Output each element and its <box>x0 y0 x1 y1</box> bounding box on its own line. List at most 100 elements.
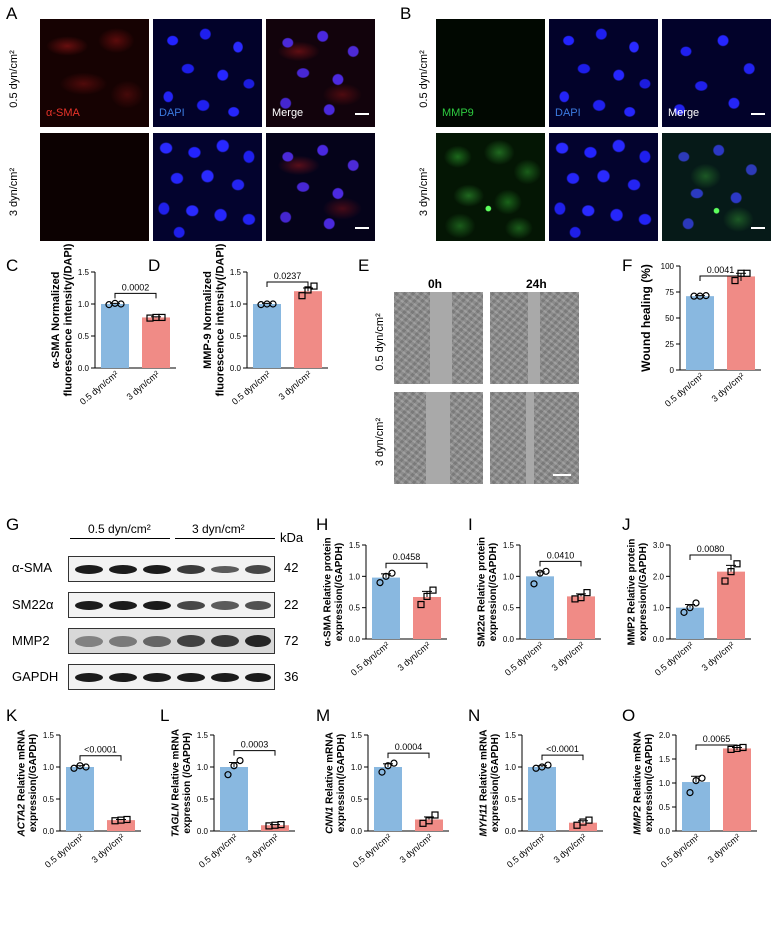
chart-k-data-point <box>70 764 78 772</box>
chart-f-data-point <box>743 269 751 277</box>
chart-j-data-point <box>692 599 700 607</box>
chart-l-data-point <box>230 762 238 770</box>
blot-band <box>143 601 171 610</box>
panel-letter-e: E <box>358 256 370 275</box>
chart-i-y-tick-label: 1.5 <box>503 541 515 550</box>
chart-k-y-label: ACTA2 Relative mRNAexpression(/GAPDH) <box>17 729 40 837</box>
chart-n-p-value: <0.0001 <box>546 744 579 754</box>
chart-i-data-point <box>577 594 585 602</box>
blot-band <box>245 565 271 574</box>
micrograph-a-merge-low: Merge <box>266 19 375 127</box>
kda-value-sm22: 22 <box>284 597 299 612</box>
panel-letter-m: M <box>316 706 331 725</box>
chart-d-x-label: 3 dyn/cm² <box>277 369 314 402</box>
chart-f-data-point <box>731 276 739 285</box>
chart-c-significance-bracket <box>114 292 157 299</box>
chart-h-y-tick-label: 1.0 <box>349 572 361 581</box>
chart-m-data-point <box>431 811 439 819</box>
chart-d-data-point <box>298 292 306 300</box>
chart-h-y-tick-label: 0.0 <box>349 635 361 644</box>
chart-d-p-value: 0.0237 <box>274 271 302 281</box>
chart-d-y-label: MMP-9 Normalizedfluorescence intensity(/… <box>202 243 227 396</box>
chart-d-significance-bracket <box>266 281 309 287</box>
chart-c-y-tick-label: 1.5 <box>78 268 90 277</box>
protein-label-mmp2: MMP2 <box>12 633 50 648</box>
blot-band <box>75 601 103 610</box>
chart-n-y-label: MYH11 Relative mRNAexpression(/GAPDH) <box>479 729 502 836</box>
chart-f-bar <box>727 276 755 370</box>
blot-band <box>143 673 171 682</box>
protein-label-gapdh: GAPDH <box>12 669 59 684</box>
chart-j-data-point <box>727 568 735 576</box>
chart-j-y-tick-label: 3.0 <box>653 541 665 550</box>
chart-h-p-value: 0.0458 <box>393 552 421 562</box>
chart-n-bar <box>528 767 556 831</box>
blot-group-line-high <box>175 538 275 539</box>
blot-band <box>211 566 239 573</box>
chart-i-significance-bracket <box>539 560 582 567</box>
chart-m-y-tick-label: 1.0 <box>351 763 363 772</box>
chart-m-data-point <box>425 817 433 825</box>
chart-k-x-label: 3 dyn/cm² <box>90 832 127 865</box>
chart-m-bar <box>415 819 443 831</box>
blot-band <box>109 673 137 682</box>
chart-k-bar <box>107 820 135 831</box>
blot-band <box>75 565 103 574</box>
chart-i-data-point <box>583 589 591 597</box>
chart-h-y-label: α-SMA Relative proteinexpression(/GAPDH) <box>323 537 346 646</box>
chart-j-data-point <box>721 577 729 585</box>
scale-bar <box>355 227 369 229</box>
panel-letter-b: B <box>400 4 412 23</box>
chart-j-data-point <box>680 608 688 616</box>
wound-image-low-24h <box>490 292 579 384</box>
chart-o-data-point <box>739 743 747 752</box>
chart-o-y-tick-label: 0.5 <box>659 803 671 812</box>
time-label-0h: 0h <box>428 277 443 291</box>
blot-group-label-low: 0.5 dyn/cm² <box>88 522 151 536</box>
chart-m-significance-bracket <box>387 752 430 759</box>
chart-o-bar <box>682 782 710 831</box>
chart-h-x-label: 3 dyn/cm² <box>396 640 433 673</box>
chart-f-y-tick-label: 100 <box>661 262 675 271</box>
blot-band <box>143 565 171 574</box>
chart-l-p-value: 0.0003 <box>241 740 269 750</box>
chart-c-data-point <box>158 313 166 322</box>
chart-k-significance-bracket <box>79 755 122 761</box>
scale-bar <box>751 227 765 229</box>
blot-band <box>245 673 271 682</box>
kda-value-sma: 42 <box>284 560 299 575</box>
scale-bar <box>751 113 765 115</box>
chart-l-x-label: 3 dyn/cm² <box>244 832 281 865</box>
chart-j-x-label: 0.5 dyn/cm² <box>653 640 695 678</box>
protein-label-sma: α-SMA <box>12 560 53 575</box>
chart-j-bar <box>717 571 745 639</box>
chart-k-y-tick-label: 1.0 <box>43 763 55 772</box>
chart-l-bar <box>220 767 248 831</box>
chart-i-y-tick-label: 1.0 <box>503 572 515 581</box>
chart-i-bar <box>526 576 554 639</box>
chart-l-y-label: TAGLN Relative mRNAexpression (/GAPDH) <box>171 729 194 837</box>
chart-l-data-point <box>277 820 285 829</box>
panel-letter-l: L <box>160 706 170 725</box>
panel-letter-h: H <box>316 515 329 534</box>
micrograph-a-sma-high <box>40 133 149 241</box>
scale-bar <box>553 474 571 476</box>
chart-i-x-label: 0.5 dyn/cm² <box>503 640 545 678</box>
chart-k-data-point <box>82 763 90 771</box>
chart-j-data-point <box>733 560 741 568</box>
micrograph-a-dapi-low: DAPI <box>153 19 262 127</box>
blot-band <box>109 636 137 647</box>
chart-j-y-tick-label: 0.0 <box>653 635 665 644</box>
chart-i-y-tick-label: 0.5 <box>503 604 515 613</box>
chart-j-y-label: MMP2 Relative proteinexpression(/GAPDH) <box>627 539 650 646</box>
chart-h-y-tick-label: 1.5 <box>349 541 361 550</box>
chart-h-significance-bracket <box>385 562 428 569</box>
chart-c-x-label: 0.5 dyn/cm² <box>78 369 120 407</box>
chart-k-data-point <box>123 815 131 824</box>
blot-band <box>177 635 205 647</box>
chart-d-y-tick-label: 0.5 <box>230 332 242 341</box>
chart-m-y-tick-label: 1.5 <box>351 731 363 740</box>
blot-band <box>211 601 239 610</box>
chart-l-data-point <box>236 756 244 765</box>
